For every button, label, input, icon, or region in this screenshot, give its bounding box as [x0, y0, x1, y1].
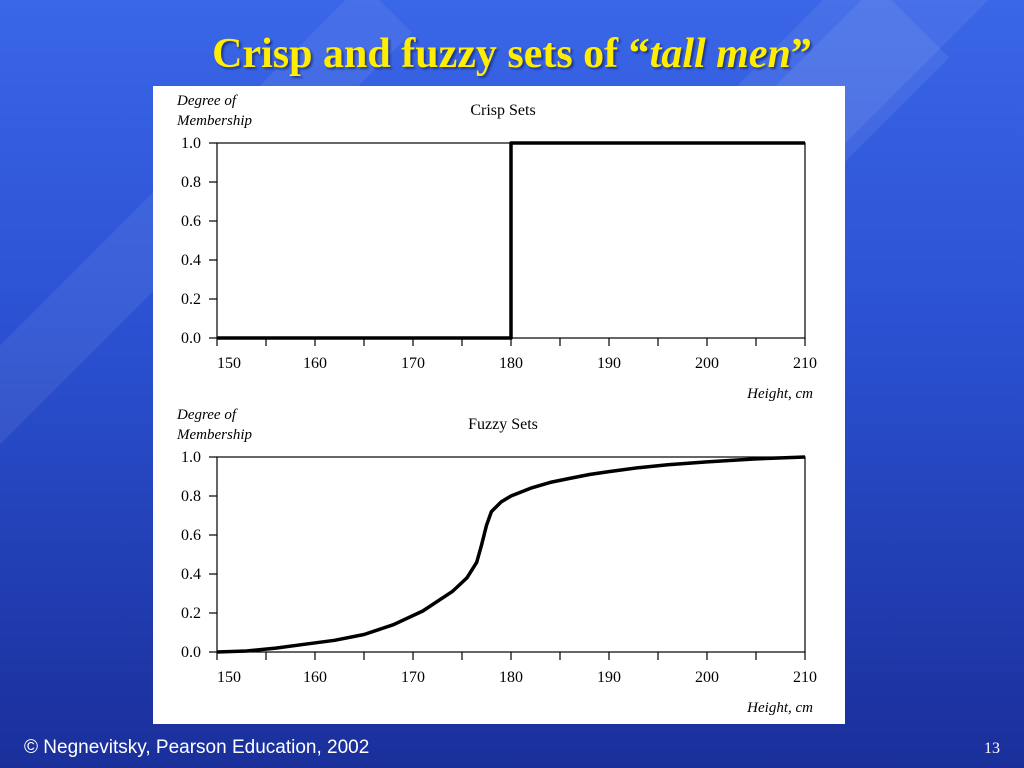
chart2-ytick-label: 1.0 [181, 449, 201, 466]
chart2-xtick-label: 150 [217, 669, 241, 686]
chart2-plot-frame [216, 456, 806, 653]
copyright-text: © Negnevitsky, Pearson Education, 2002 [24, 737, 370, 758]
chart2-xtick-label: 190 [597, 669, 621, 686]
chart1-ylabel-line1: Degree of [176, 93, 238, 109]
chart1-xlabel: Height, cm [746, 386, 813, 402]
figure-panel: Degree of Membership Crisp Sets 0.0 0.2 0.4 0.… [153, 86, 845, 724]
chart1-title: Crisp Sets [470, 102, 535, 119]
chart2-ytick-label: 0.0 [181, 644, 201, 661]
chart1-xtick-label: 150 [217, 355, 241, 372]
chart1-xtick-label: 170 [401, 355, 425, 372]
chart2-ytick-label: 0.6 [181, 527, 201, 544]
chart1-ylabel-line2: Membership [176, 113, 252, 129]
chart2-ytick-label: 0.4 [181, 566, 201, 583]
page-number: 13 [984, 740, 1000, 757]
chart1-xtick-label: 180 [499, 355, 523, 372]
chart1-series-line [217, 141, 805, 340]
chart1-ytick-label: 1.0 [181, 135, 201, 152]
chart1-ytick-label: 0.0 [181, 330, 201, 347]
chart1-ytick-label: 0.4 [181, 252, 201, 269]
chart2-xlabel: Height, cm [746, 700, 813, 716]
chart2-ytick-label: 0.8 [181, 488, 201, 505]
title-suffix: ” [790, 31, 812, 77]
chart1-xtick-label: 190 [597, 355, 621, 372]
slide-title: Crisp and fuzzy sets of “tall men” [0, 28, 1024, 80]
chart1-xtick-label: 210 [793, 355, 817, 372]
chart2-xtick-label: 160 [303, 669, 327, 686]
chart2-xtick-label: 210 [793, 669, 817, 686]
chart2-title: Fuzzy Sets [468, 416, 538, 433]
chart2-ylabel-line2: Membership [176, 427, 252, 443]
title-prefix: Crisp and fuzzy sets of “ [212, 31, 650, 77]
chart2-ytick-label: 0.2 [181, 605, 201, 622]
chart2-ylabel-line1: Degree of [176, 407, 238, 423]
chart1-xtick-label: 160 [303, 355, 327, 372]
chart2-xtick-label: 200 [695, 669, 719, 686]
chart1-ytick-label: 0.2 [181, 291, 201, 308]
chart2-xtick-label: 170 [401, 669, 425, 686]
chart1-ytick-label: 0.6 [181, 213, 201, 230]
chart1-xtick-label: 200 [695, 355, 719, 372]
figure-svg: Degree of Membership Crisp Sets 0.0 0.2 0.4 0.… [176, 93, 817, 716]
chart1-ytick-label: 0.8 [181, 174, 201, 191]
chart2-series-line [216, 455, 806, 654]
chart2-xtick-label: 180 [499, 669, 523, 686]
title-emphasis: tall men [649, 31, 791, 77]
